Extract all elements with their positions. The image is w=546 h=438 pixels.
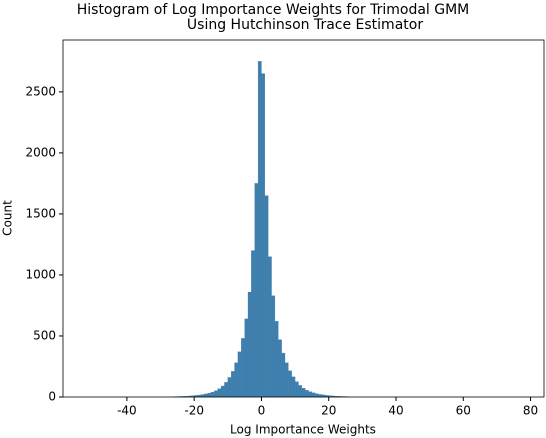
x-tick-label: 60: [456, 404, 471, 418]
y-tick-label: 2500: [25, 84, 56, 98]
bar: [298, 385, 302, 398]
bar: [220, 385, 225, 398]
bar: [271, 295, 276, 398]
x-tick-label: 80: [523, 404, 538, 418]
x-tick-label: 0: [258, 404, 266, 418]
bar: [311, 392, 316, 398]
bar: [244, 318, 249, 398]
x-axis-label: Log Importance Weights: [230, 423, 376, 437]
bar: [214, 390, 218, 398]
bar: [281, 352, 286, 398]
bar: [261, 73, 265, 398]
bar: [254, 183, 259, 398]
bar: [237, 351, 242, 398]
plot-frame: [62, 39, 545, 398]
y-tick-label: 500: [33, 328, 56, 342]
bar: [315, 393, 319, 398]
x-tick-label: 40: [388, 404, 403, 418]
bar: [264, 195, 269, 398]
chart-title: Histogram of Log Importance Weights for …: [77, 2, 470, 18]
bar: [227, 377, 232, 398]
chart-subtitle: Using Hutchinson Trace Estimator: [187, 17, 423, 33]
bar: [247, 291, 252, 398]
y-tick-label: 0: [48, 390, 56, 404]
bar: [278, 339, 282, 398]
bar: [207, 392, 212, 398]
bar: [305, 390, 309, 398]
bar: [284, 362, 289, 398]
bar: [288, 370, 292, 398]
bar: [224, 382, 228, 398]
bar: [210, 391, 215, 398]
bar: [291, 376, 296, 398]
bar: [308, 391, 313, 398]
y-tick-label: 1500: [25, 206, 56, 220]
x-tick-label: -40: [117, 404, 137, 418]
bar: [301, 388, 306, 398]
bar: [257, 61, 262, 398]
bar: [204, 393, 208, 398]
y-tick-label: 2000: [25, 145, 56, 159]
bar: [234, 362, 239, 398]
y-tick-label: 1000: [25, 267, 56, 281]
y-axis-label: Count: [1, 200, 15, 236]
bar: [231, 371, 235, 398]
bar: [274, 321, 279, 398]
bar: [294, 381, 299, 398]
bar: [251, 250, 255, 398]
x-tick-label: -20: [184, 404, 204, 418]
bar: [217, 388, 222, 398]
x-tick-label: 20: [321, 404, 336, 418]
bar: [268, 256, 272, 398]
bar: [241, 338, 245, 398]
